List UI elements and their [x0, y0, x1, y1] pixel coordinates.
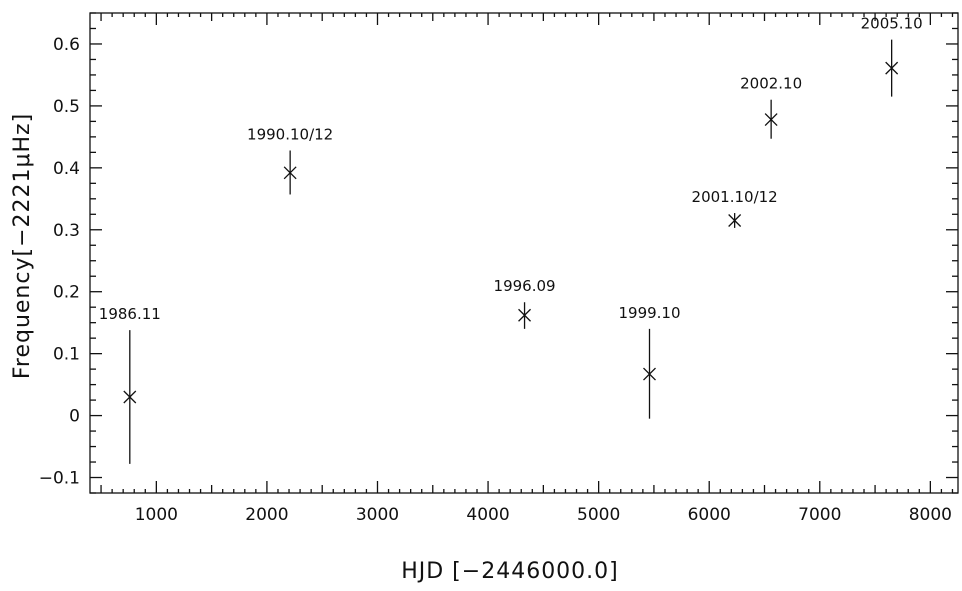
point-label: 1996.09: [494, 277, 556, 295]
plot-frame: [89, 12, 959, 494]
point-marker-stroke-b: [123, 390, 137, 404]
point-marker-stroke-b: [283, 166, 297, 180]
x-tick-label: 4000: [466, 505, 509, 525]
y-tick-label: 0: [69, 407, 80, 427]
point-marker-stroke-b: [643, 367, 656, 381]
y-tick-label: 0.4: [53, 159, 80, 179]
point-label: 2002.10: [740, 75, 802, 93]
point-label: 1999.10: [618, 304, 680, 322]
y-tick-label: 0.1: [53, 345, 80, 365]
y-tick-label: 0.3: [53, 221, 80, 241]
point-marker-stroke-b: [518, 308, 532, 322]
y-tick-label: −0.1: [39, 469, 80, 489]
y-tick-label: 0.5: [53, 97, 80, 117]
point-marker-stroke-b: [764, 113, 778, 126]
point-label: 2001.10/12: [692, 188, 778, 206]
x-tick-label: 6000: [688, 505, 731, 525]
x-tick-label: 2000: [245, 505, 288, 525]
data-point: 2002.10: [740, 75, 802, 139]
marks-layer: 1986.11 1990.10/12 1996.09 1999.10 2001.10/1…: [99, 15, 923, 464]
x-tick-label: 8000: [909, 505, 952, 525]
data-point: 2005.10: [861, 15, 923, 97]
x-tick-label: 7000: [798, 505, 841, 525]
x-tick-label: 1000: [135, 505, 178, 525]
data-point: 1986.11: [99, 305, 161, 464]
data-point: 1990.10/12: [247, 125, 333, 195]
point-marker-stroke-b: [885, 61, 899, 75]
y-tick-label: 0.6: [53, 35, 80, 55]
x-tick-label: 3000: [356, 505, 399, 525]
x-axis-title: HJD [−2446000.0]: [401, 559, 619, 584]
data-point: 2001.10/12: [692, 188, 778, 228]
y-tick-label: 0.2: [53, 283, 80, 303]
ticks-layer: 1000 2000 3000 4000 5000 6000 7000 8000 −0.1 0 0.1…: [39, 12, 958, 525]
x-tick-label: 5000: [577, 505, 620, 525]
point-label: 2005.10: [861, 15, 923, 33]
point-marker-stroke-b: [728, 214, 742, 227]
axes-layer: [89, 12, 959, 494]
point-label: 1986.11: [99, 305, 161, 323]
data-point: 1999.10: [618, 304, 681, 419]
point-label: 1990.10/12: [247, 125, 333, 143]
data-point: 1996.09: [494, 277, 556, 329]
y-axis-title: Frequency[−2221μHz]: [10, 113, 35, 379]
